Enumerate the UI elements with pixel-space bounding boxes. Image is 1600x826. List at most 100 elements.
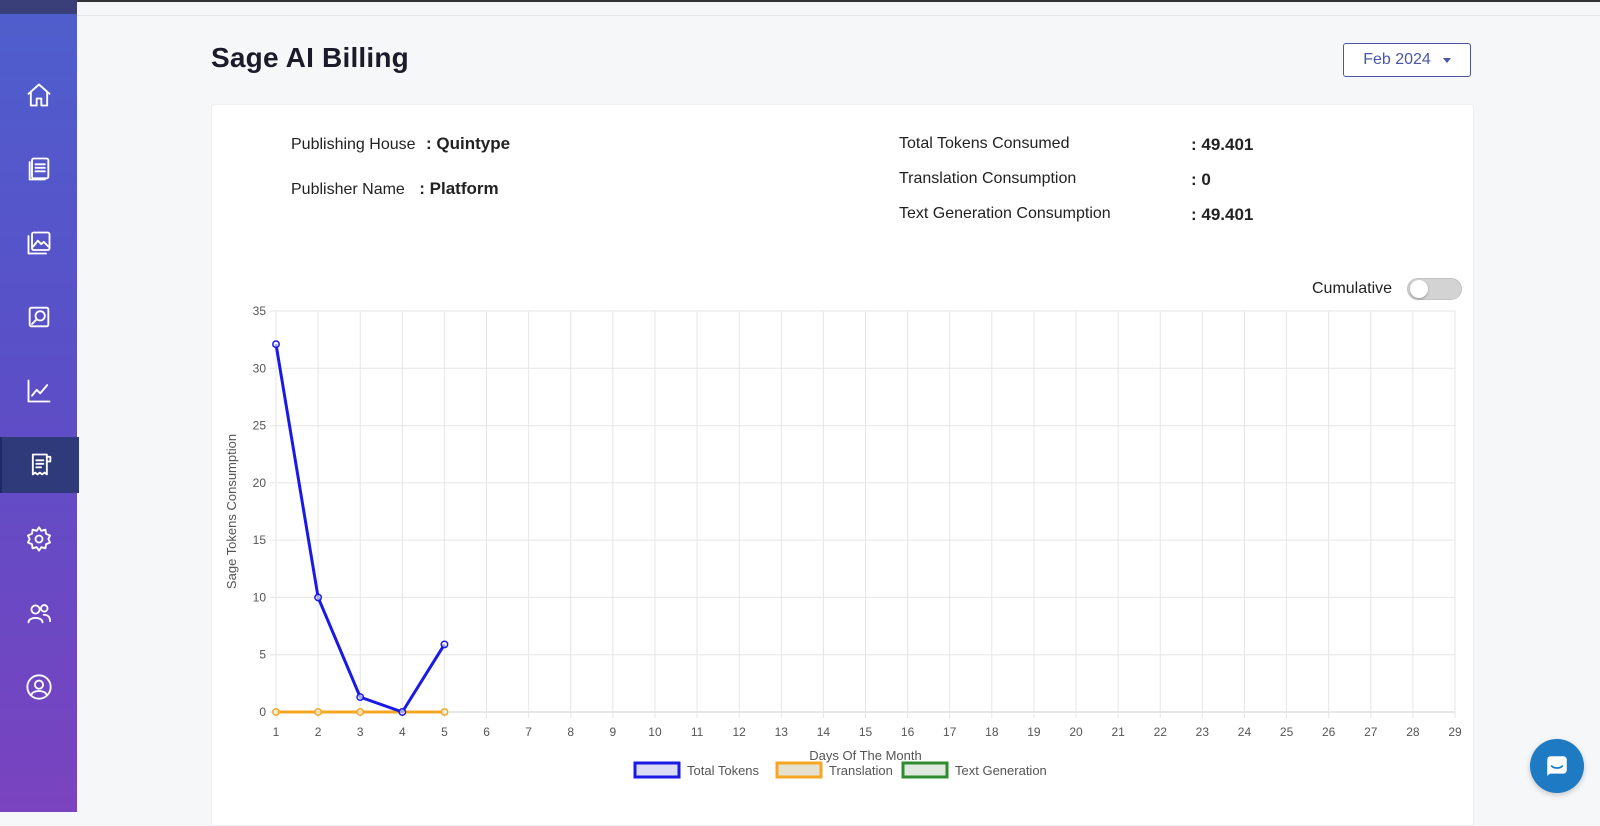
sidebar-item-media-search[interactable] — [0, 289, 77, 345]
x-tick-label: 2 — [315, 725, 322, 739]
data-point — [356, 693, 365, 702]
user-circle-icon — [25, 674, 52, 700]
chat-icon — [1547, 756, 1567, 776]
publisher-name-label: Publisher Name — [291, 181, 405, 198]
x-tick-label: 21 — [1111, 725, 1125, 739]
x-tick-label: 29 — [1448, 725, 1462, 739]
x-tick-label: 27 — [1364, 725, 1378, 739]
media-search-icon — [28, 306, 49, 328]
data-point — [398, 708, 407, 716]
total-tokens-label: Total Tokens Consumed — [899, 135, 1070, 152]
x-tick-label: 12 — [732, 725, 746, 739]
x-tick-label: 15 — [859, 725, 873, 739]
x-tick-label: 1 — [273, 725, 280, 739]
x-tick-label: 26 — [1322, 725, 1336, 739]
legend-label: Total Tokens — [687, 763, 760, 778]
legend-swatch — [775, 761, 823, 779]
sidebar-item-stories[interactable] — [0, 141, 77, 197]
billing-card — [211, 104, 1474, 826]
y-axis-label: Sage Tokens Consumption — [224, 434, 239, 589]
y-tick-label: 20 — [253, 476, 267, 490]
receipt-icon — [31, 453, 51, 476]
x-tick-label: 8 — [567, 725, 574, 739]
month-selector[interactable]: Feb 2024 — [1343, 43, 1471, 77]
sidebar-item-home[interactable] — [0, 67, 77, 123]
x-tick-label: 3 — [357, 725, 364, 739]
data-point — [440, 708, 449, 716]
y-tick-label: 35 — [253, 304, 267, 318]
page-title: Sage AI Billing — [211, 42, 409, 73]
y-tick-label: 0 — [259, 705, 266, 719]
x-tick-label: 18 — [985, 725, 999, 739]
data-point — [314, 593, 323, 602]
y-tick-label: 30 — [253, 361, 267, 375]
x-tick-label: 19 — [1027, 725, 1041, 739]
x-tick-label: 4 — [399, 725, 406, 739]
x-tick-label: 14 — [817, 725, 831, 739]
text-generation-value: : 49.401 — [1191, 205, 1253, 225]
x-tick-label: 7 — [525, 725, 532, 739]
x-tick-label: 13 — [775, 725, 789, 739]
users-icon — [27, 604, 51, 624]
x-tick-label: 17 — [943, 725, 957, 739]
sidebar-item-media[interactable] — [0, 215, 77, 271]
translation-value-text: : 0 — [1191, 170, 1211, 189]
sidebar-item-profile[interactable] — [0, 659, 77, 715]
x-axis-label: Days Of The Month — [809, 748, 921, 763]
chevron-down-icon — [1442, 57, 1451, 63]
total-tokens-value: : 49.401 — [1191, 135, 1253, 155]
publisher-name-row: Publisher Name : Platform — [291, 179, 499, 199]
translation-value: : 0 — [1191, 170, 1211, 190]
publishing-house-value: : Quintype — [425, 134, 511, 153]
x-tick-label: 28 — [1406, 725, 1420, 739]
sidebar — [0, 0, 79, 812]
legend-swatch — [901, 761, 949, 779]
line-chart-icon — [27, 379, 50, 403]
toggle-knob — [1410, 280, 1428, 298]
x-tick-label: 10 — [648, 725, 662, 739]
x-tick-label: 16 — [901, 725, 915, 739]
header-divider — [77, 15, 1600, 16]
y-tick-label: 15 — [253, 533, 267, 547]
x-tick-label: 20 — [1069, 725, 1083, 739]
sidebar-top-strip — [0, 0, 77, 14]
publishing-house-label: Publishing House — [291, 136, 416, 153]
text-generation-value-text: : 49.401 — [1191, 205, 1254, 224]
legend-label: Translation — [829, 763, 893, 778]
cumulative-label: Cumulative — [1312, 280, 1393, 297]
stories-icon — [28, 157, 49, 181]
sidebar-item-users[interactable] — [0, 585, 77, 641]
total-tokens-value-text: : 49.401 — [1191, 135, 1254, 154]
translation-label: Translation Consumption — [899, 170, 1077, 187]
x-tick-label: 6 — [483, 725, 490, 739]
data-point — [314, 708, 323, 716]
x-tick-label: 22 — [1154, 725, 1168, 739]
sidebar-item-billing[interactable] — [0, 437, 79, 493]
sidebar-item-analytics[interactable] — [0, 363, 77, 419]
sidebar-item-settings[interactable] — [0, 511, 77, 567]
publisher-name-value: : Platform — [419, 179, 499, 198]
home-icon — [27, 83, 50, 107]
data-point — [272, 340, 280, 349]
x-tick-label: 11 — [691, 725, 704, 739]
y-tick-label: 5 — [259, 648, 266, 662]
x-tick-label: 5 — [441, 725, 448, 739]
x-tick-label: 23 — [1196, 725, 1210, 739]
cumulative-toggle[interactable] — [1407, 278, 1462, 300]
month-selector-value: Feb 2024 — [1363, 51, 1431, 68]
y-tick-label: 25 — [253, 419, 267, 433]
legend-label: Text Generation — [955, 763, 1047, 778]
y-tick-label: 10 — [253, 590, 267, 604]
x-tick-label: 25 — [1280, 725, 1294, 739]
gear-icon — [26, 526, 51, 552]
x-tick-label: 9 — [610, 725, 617, 739]
chat-launcher-button[interactable] — [1530, 739, 1584, 793]
data-point — [272, 708, 280, 716]
image-icon — [27, 231, 50, 255]
legend-swatch — [633, 761, 681, 779]
window-top-border — [0, 0, 1600, 2]
data-point — [356, 708, 365, 716]
publishing-house-row: Publishing House : Quintype — [291, 134, 510, 154]
text-generation-label: Text Generation Consumption — [899, 205, 1111, 222]
